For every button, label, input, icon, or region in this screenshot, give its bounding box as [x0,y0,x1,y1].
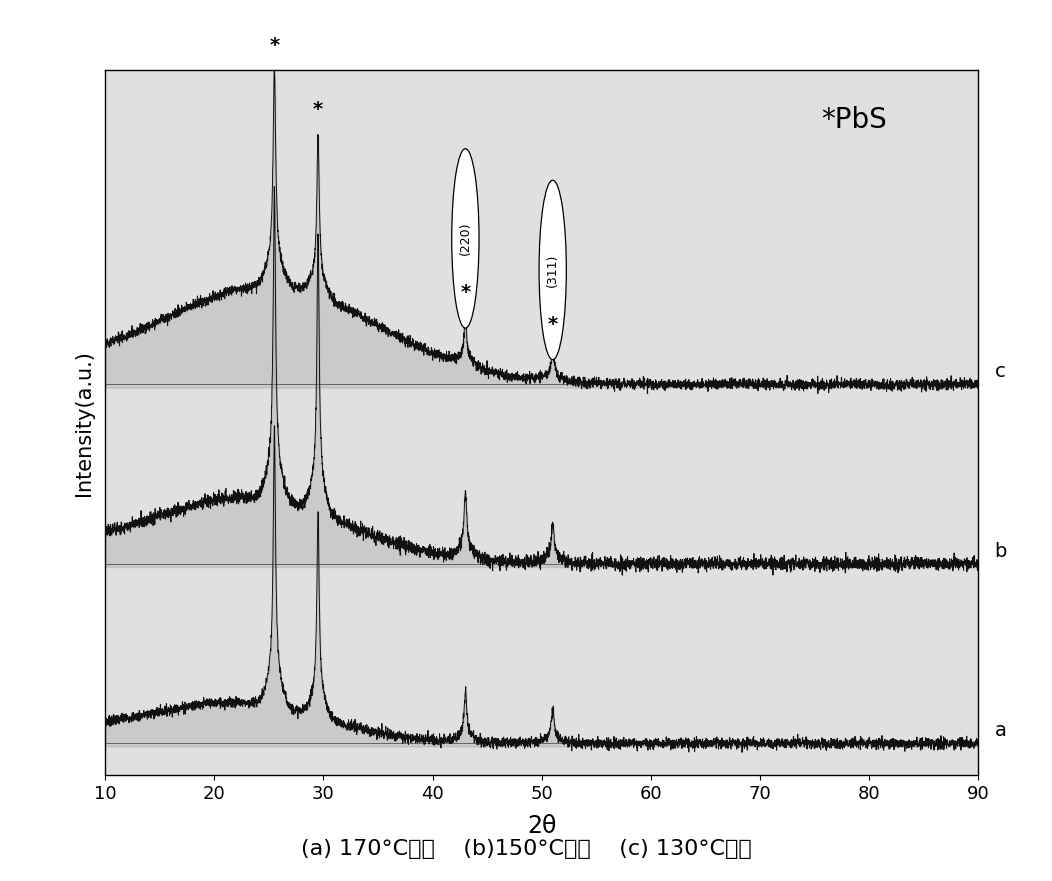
Text: (311): (311) [546,253,560,286]
Text: *: * [269,35,280,55]
Text: (a) 170°C干燥    (b)150°C干燥    (c) 130°C干燥: (a) 170°C干燥 (b)150°C干燥 (c) 130°C干燥 [301,839,751,859]
Text: (220): (220) [459,222,472,255]
Text: c: c [995,362,1006,381]
Text: *: * [548,315,558,334]
Text: b: b [995,542,1007,560]
Text: *: * [313,100,323,119]
X-axis label: 2θ: 2θ [527,814,557,838]
Y-axis label: Intensity(a.u.): Intensity(a.u.) [74,350,94,496]
Text: *PbS: *PbS [822,106,887,134]
Text: *: * [461,284,470,302]
Ellipse shape [451,149,479,328]
Text: a: a [995,721,1007,740]
Ellipse shape [261,0,288,70]
Ellipse shape [539,181,566,359]
Ellipse shape [304,0,331,70]
